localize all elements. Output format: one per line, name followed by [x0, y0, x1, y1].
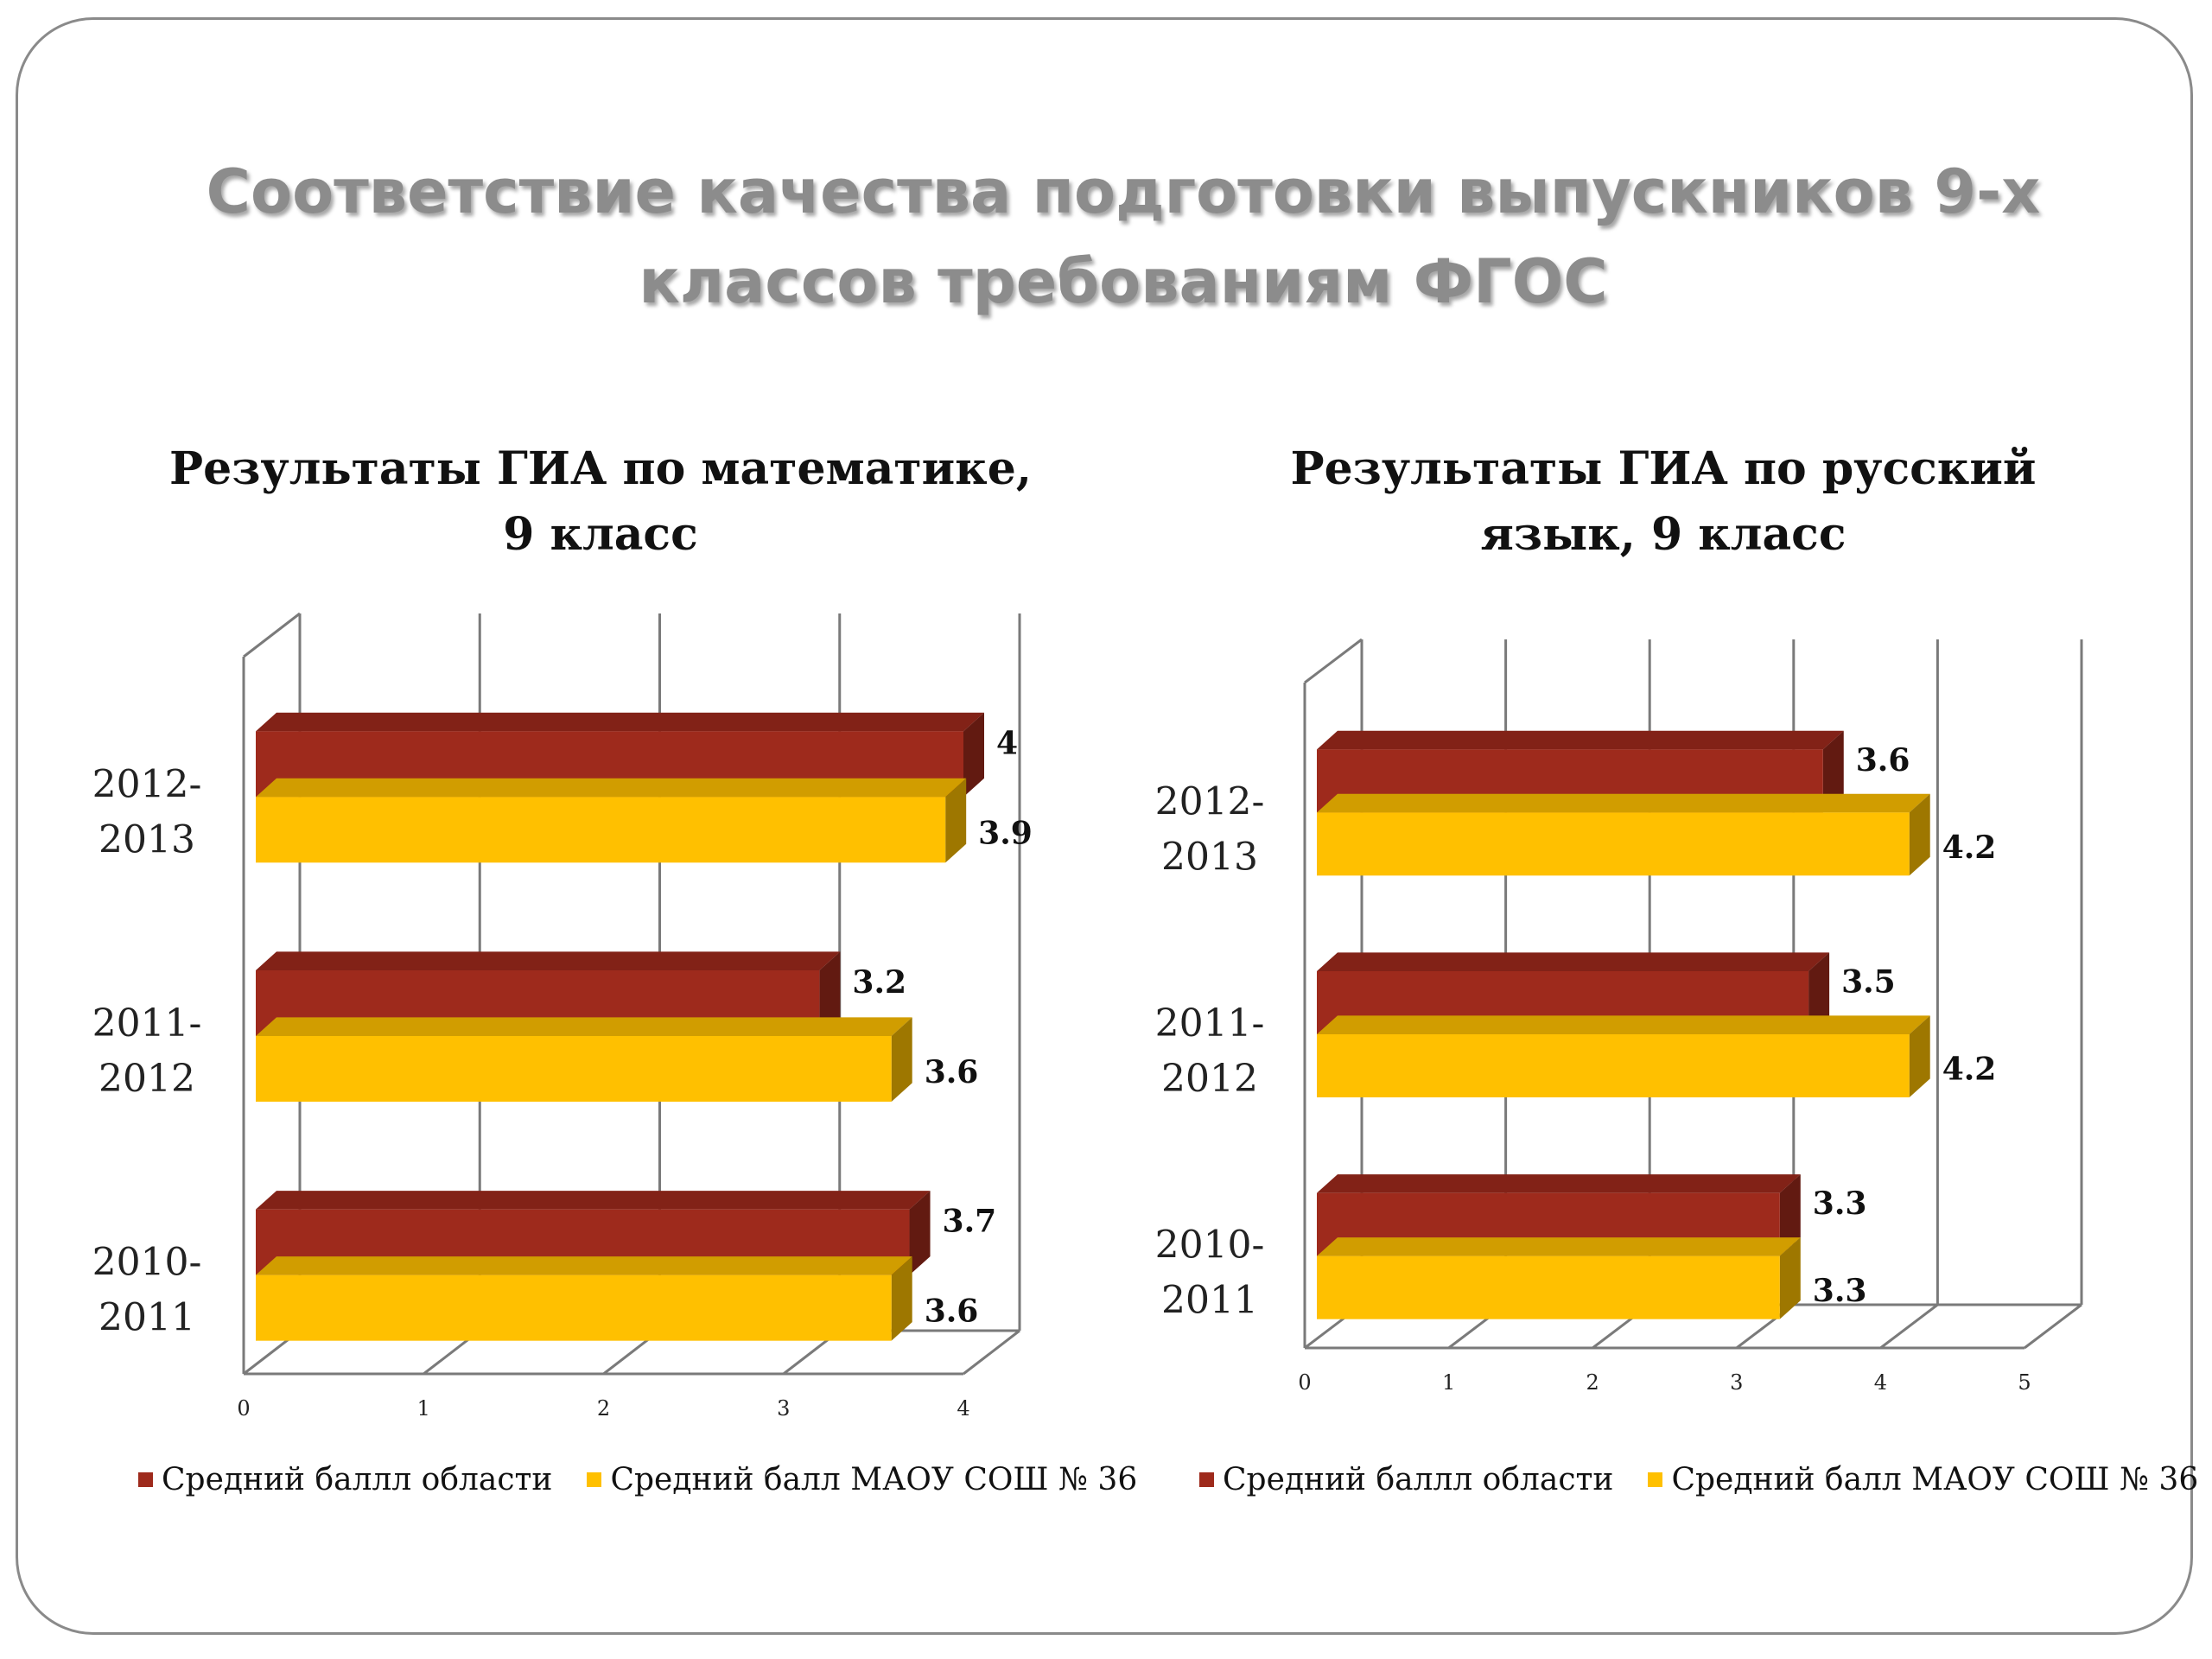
bar-school [256, 1036, 892, 1102]
bar-region-side [909, 1191, 931, 1275]
category-label: 2012-2013 [1155, 779, 1265, 879]
data-label: 3.9 [978, 815, 1033, 851]
bar-school [1317, 812, 1910, 876]
wall-edge-top [243, 612, 301, 658]
floor-gridline [1879, 1303, 1939, 1350]
tick-label: 4 [1874, 1370, 1887, 1395]
category-label: 2011-2012 [92, 1001, 202, 1101]
tick-label: 0 [1298, 1370, 1311, 1395]
legend-russian: Средний баллл области Средний балл МАОУ … [1199, 1462, 2198, 1497]
bar-region-side [963, 712, 984, 798]
bar-region-side [1779, 1174, 1801, 1256]
bar-school [1317, 1034, 1910, 1097]
bar-school-top [256, 1256, 912, 1275]
bar-school-side [1909, 1015, 1930, 1097]
category-label: 2011-2012 [1155, 1001, 1265, 1101]
category-label: 2010-2011 [1155, 1224, 1265, 1323]
slide-title: Соответствие качества подготовки выпускн… [0, 147, 2212, 327]
tick-label: 4 [957, 1396, 969, 1421]
legend-swatch-school [587, 1472, 602, 1487]
data-label: 3.6 [1856, 742, 1910, 779]
bar-region-top [256, 712, 984, 732]
legend-item-school: Средний балл МАОУ СОШ № 36 [587, 1462, 1137, 1497]
category-label: 2010-2011 [92, 1241, 202, 1340]
bar-school-side [1909, 793, 1930, 876]
slide-title-line2: классов требованиям ФГОС [639, 246, 1608, 317]
chart-title-russian: Результаты ГИА по русский язык, 9 класс [1166, 436, 2160, 568]
bar-region-top [1317, 952, 1830, 971]
legend-label-school: Средний балл МАОУ СОШ № 36 [610, 1462, 1138, 1497]
data-label: 4 [996, 725, 1018, 761]
legend-swatch-school [1648, 1472, 1663, 1487]
tick-label: 5 [2018, 1370, 2031, 1395]
legend-swatch-region [138, 1472, 153, 1487]
bar-region-top [256, 1191, 931, 1210]
legend-item-region: Средний баллл области [1199, 1462, 1613, 1497]
category-label: 2012-2013 [92, 762, 202, 861]
slide-title-line1: Соответствие качества подготовки выпускн… [206, 156, 2041, 227]
data-label: 4.2 [1942, 830, 1997, 866]
bar-region-side [819, 951, 841, 1036]
chart-russian: 0 1 2 3 4 5 2012-2013 3.6 4.2 2011-2012 3.5 4.2 2010… [1155, 638, 2083, 1395]
bar-school-top [1317, 1237, 1801, 1256]
bar-school-top [1317, 793, 1930, 813]
legend-label-region: Средний баллл области [162, 1462, 553, 1497]
legend-swatch-region [1199, 1472, 1214, 1487]
bar-school-top [256, 778, 967, 798]
bar-school [256, 1274, 892, 1341]
bar-school-side [891, 1256, 912, 1341]
data-label: 3.5 [1841, 964, 1896, 1001]
tick-label: 3 [777, 1396, 790, 1421]
bar-school-side [891, 1017, 912, 1102]
data-label: 4.2 [1942, 1052, 1997, 1088]
bar-school [256, 797, 946, 863]
bar-school [1317, 1255, 1780, 1319]
floor-gridline [2024, 1303, 2082, 1350]
chart-title-math-line2: 9 класс [503, 508, 698, 561]
legend-math: Средний баллл области Средний балл МАОУ … [138, 1462, 1137, 1497]
legend-label-region: Средний баллл области [1223, 1462, 1614, 1497]
wall-edge-top [1304, 638, 1363, 684]
tick-label: 1 [1442, 1370, 1455, 1395]
data-label: 3.2 [852, 964, 906, 1001]
legend-item-school: Средний балл МАОУ СОШ № 36 [1648, 1462, 2198, 1497]
bar-region-top [1317, 730, 1844, 750]
chart-math: 0 1 2 3 4 2012-2013 4 3.9 2011-2012 3.2 3.6 2010-20… [92, 612, 1033, 1421]
tick-label: 3 [1730, 1370, 1743, 1395]
bar-school-top [1317, 1015, 1930, 1034]
data-label: 3.6 [925, 1054, 979, 1090]
bar-region-side [1822, 730, 1844, 813]
bar-region-top [1317, 1174, 1801, 1193]
legend-item-region: Средний баллл области [138, 1462, 552, 1497]
legend-label-school: Средний балл МАОУ СОШ № 36 [1671, 1462, 2199, 1497]
data-label: 3.3 [1813, 1273, 1867, 1309]
tick-label: 0 [237, 1396, 250, 1421]
bar-school-side [1779, 1237, 1801, 1319]
floor-gridline [963, 1329, 1020, 1376]
bar-school-side [945, 778, 967, 863]
bar-region-side [1808, 952, 1830, 1034]
chart-title-math: Результаты ГИА по математике, 9 класс [104, 436, 1097, 568]
tick-label: 1 [417, 1396, 430, 1421]
tick-label: 2 [597, 1396, 610, 1421]
data-label: 3.6 [925, 1294, 979, 1330]
chart-title-russian-line2: язык, 9 класс [1480, 508, 1847, 561]
slide-frame [16, 17, 2193, 1635]
chart-title-russian-line1: Результаты ГИА по русский [1290, 442, 2037, 495]
bar-school-top [256, 1017, 912, 1036]
bar-region-top [256, 951, 841, 970]
chart-title-math-line1: Результаты ГИА по математике, [169, 442, 1032, 495]
data-label: 3.3 [1813, 1185, 1867, 1222]
tick-label: 2 [1586, 1370, 1599, 1395]
data-label: 3.7 [943, 1204, 997, 1240]
